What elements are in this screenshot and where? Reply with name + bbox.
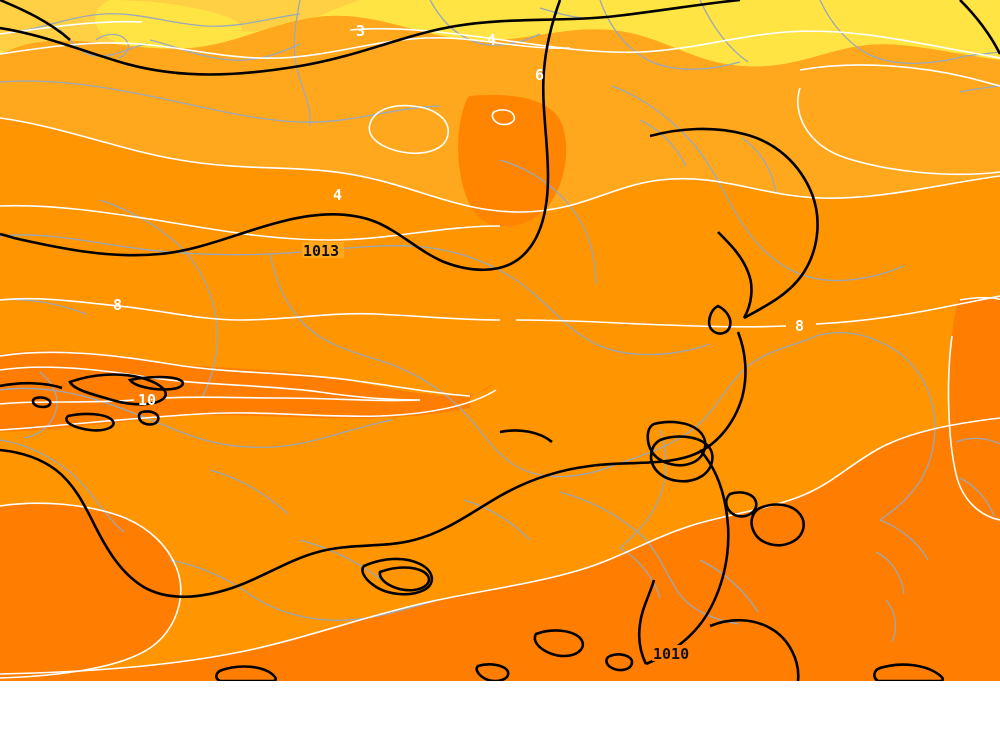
- theta-w-contours: [0, 20, 1000, 679]
- theta-label-3a: 3: [356, 22, 365, 40]
- theta-label-8a: 8: [113, 296, 122, 314]
- footer-bar: Theta-W 850hPa [hPa] ECMWF Sa 29-03-2025…: [0, 681, 1000, 733]
- theta-label-6a: 6: [535, 66, 544, 84]
- shade-band-10-midright: [458, 94, 567, 227]
- shade-band-2b: [95, 0, 242, 54]
- isobar-label-1013: 1013: [303, 242, 339, 260]
- theta-label-4a: 4: [487, 31, 496, 49]
- shade-band-10-lowleft: [0, 503, 181, 678]
- theta-w-850hpa-chart: 1013 1010 3 4 6 4 8 8 10: [0, 0, 1000, 681]
- isobar-label: 1013 1010: [302, 242, 694, 663]
- theta-label-4b: 4: [333, 186, 342, 204]
- map-canvas[interactable]: 1013 1010 3 4 6 4 8 8 10: [0, 0, 1000, 681]
- shade-band-10-edge: [948, 297, 1000, 520]
- isobar-label-1010: 1010: [653, 645, 689, 663]
- theta-label-8b: 8: [795, 317, 804, 335]
- theta-label: 3 4 6 4 8 8 10: [113, 22, 804, 409]
- mslp-isobars: [0, 0, 1000, 681]
- contour-label-group: 1013 1010 3 4 6 4 8 8 10: [113, 22, 804, 663]
- shade-band-10-right: [0, 418, 1000, 681]
- theta-label-10a: 10: [138, 391, 156, 409]
